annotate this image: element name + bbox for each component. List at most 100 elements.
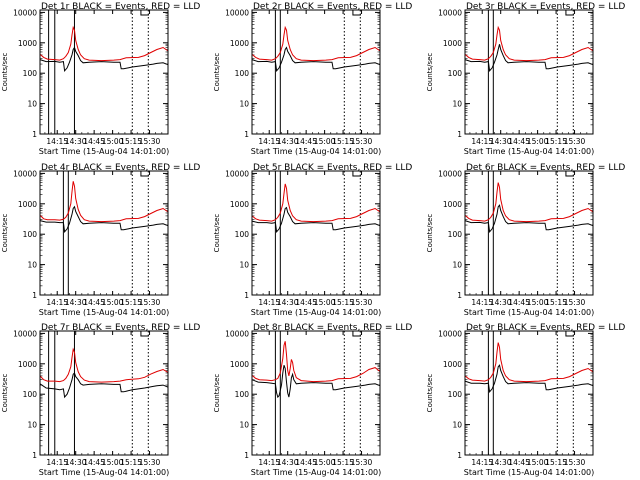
x-tick-label: 15:00 <box>102 298 124 307</box>
panel-title: Det 5r BLACK = Events, RED = LLD <box>253 163 412 173</box>
y-axis-label: Counts/sec <box>1 374 9 413</box>
x-tick-label: 14:15 <box>471 458 493 467</box>
series-line-events <box>464 364 594 393</box>
y-tick-label: 10000 <box>225 329 249 338</box>
y-tick-label: 1 <box>244 291 249 300</box>
panel-det-5: Det 5r BLACK = Events, RED = LLD Counts/s… <box>213 163 412 317</box>
y-tick-label: 100 <box>23 230 38 239</box>
x-tick-label: 14:45 <box>295 137 317 146</box>
x-tick-label: 14:15 <box>258 298 280 307</box>
y-axis-label: Counts/sec <box>426 374 434 413</box>
y-tick-label: 1000 <box>18 39 37 48</box>
panel-det-1: Det 1r BLACK = Events, RED = LLD Counts/s… <box>1 2 200 156</box>
y-tick-label: 10 <box>452 261 462 270</box>
series-line-lld <box>464 182 594 223</box>
x-tick-label: 14:30 <box>277 458 299 467</box>
x-tick-label: 14:30 <box>277 298 299 307</box>
y-tick-label: 10000 <box>438 169 462 178</box>
series-line-lld <box>39 25 169 62</box>
y-axis-label: Counts/sec <box>1 53 9 92</box>
x-tick-label: 14:30 <box>65 137 87 146</box>
plot-frame <box>39 170 169 296</box>
y-tick-label: 10 <box>27 421 37 430</box>
x-axis-label: Start Time (15-Aug-04 14:01:00) <box>251 308 382 317</box>
series-line-lld <box>251 341 381 383</box>
x-tick-label: 15:30 <box>351 137 373 146</box>
time-bracket-marker <box>140 331 149 337</box>
y-tick-label: 1 <box>32 451 37 460</box>
time-bracket-marker <box>565 10 574 16</box>
series-line-lld <box>39 181 169 223</box>
x-tick-label: 15:30 <box>139 137 161 146</box>
plot-frame <box>464 9 594 135</box>
y-axis-label: Counts/sec <box>426 214 434 253</box>
y-tick-label: 10 <box>239 261 249 270</box>
panel-det-9: Det 9r BLACK = Events, RED = LLD Counts/s… <box>426 323 625 477</box>
y-tick-label: 1000 <box>18 200 37 209</box>
x-tick-label: 14:15 <box>258 137 280 146</box>
time-bracket-marker <box>352 171 361 177</box>
x-tick-label: 15:00 <box>527 458 549 467</box>
y-tick-label: 100 <box>23 69 38 78</box>
y-tick-label: 1 <box>244 451 249 460</box>
panel-title: Det 7r BLACK = Events, RED = LLD <box>41 323 200 333</box>
x-tick-label: 14:45 <box>508 458 530 467</box>
x-axis-label: Start Time (15-Aug-04 14:01:00) <box>464 308 595 317</box>
y-tick-label: 10 <box>27 261 37 270</box>
x-tick-label: 14:15 <box>471 137 493 146</box>
x-tick-label: 14:15 <box>46 458 68 467</box>
x-tick-label: 14:15 <box>46 137 68 146</box>
y-tick-label: 1 <box>457 130 462 139</box>
series-line-events <box>251 365 381 399</box>
plot-frame <box>464 170 594 296</box>
x-tick-label: 14:45 <box>508 137 530 146</box>
x-tick-label: 14:45 <box>295 298 317 307</box>
x-tick-label: 14:45 <box>83 298 105 307</box>
y-tick-label: 10 <box>27 100 37 109</box>
y-tick-label: 1000 <box>230 200 249 209</box>
x-tick-label: 15:30 <box>564 137 586 146</box>
y-tick-label: 1000 <box>443 200 462 209</box>
series-line-events <box>39 372 169 399</box>
series-line-events <box>464 44 594 72</box>
y-tick-label: 1 <box>457 451 462 460</box>
panel-title: Det 4r BLACK = Events, RED = LLD <box>41 163 200 173</box>
x-axis-label: Start Time (15-Aug-04 14:01:00) <box>464 468 595 477</box>
y-tick-label: 10000 <box>225 8 249 17</box>
x-tick-label: 14:15 <box>46 298 68 307</box>
y-tick-label: 10 <box>239 100 249 109</box>
y-axis-label: Counts/sec <box>213 214 221 253</box>
x-tick-label: 15:15 <box>545 458 567 467</box>
y-tick-label: 100 <box>448 390 463 399</box>
y-axis-label: Counts/sec <box>426 53 434 92</box>
x-tick-label: 15:15 <box>120 298 142 307</box>
y-tick-label: 1 <box>32 291 37 300</box>
y-tick-label: 10000 <box>13 8 37 17</box>
x-axis-label: Start Time (15-Aug-04 14:01:00) <box>251 147 382 156</box>
x-tick-label: 15:30 <box>351 298 373 307</box>
y-tick-label: 10000 <box>438 329 462 338</box>
y-tick-label: 1 <box>32 130 37 139</box>
panel-det-8: Det 8r BLACK = Events, RED = LLD Counts/s… <box>213 323 412 477</box>
y-tick-label: 10000 <box>13 329 37 338</box>
plot-frame <box>464 330 594 456</box>
time-bracket-marker <box>352 331 361 337</box>
y-axis-label: Counts/sec <box>213 53 221 92</box>
x-tick-label: 15:00 <box>102 137 124 146</box>
panel-title: Det 1r BLACK = Events, RED = LLD <box>41 2 200 12</box>
series-line-lld <box>464 25 594 62</box>
y-tick-label: 1000 <box>443 360 462 369</box>
x-tick-label: 14:30 <box>65 298 87 307</box>
x-tick-label: 14:45 <box>295 458 317 467</box>
series-line-lld <box>39 347 169 383</box>
series-line-lld <box>464 342 594 383</box>
x-tick-label: 15:15 <box>332 137 354 146</box>
x-tick-label: 15:30 <box>139 458 161 467</box>
y-tick-label: 10 <box>452 421 462 430</box>
x-tick-label: 15:30 <box>564 458 586 467</box>
y-tick-label: 100 <box>235 69 250 78</box>
x-tick-label: 14:15 <box>471 298 493 307</box>
y-tick-label: 1000 <box>18 360 37 369</box>
x-tick-label: 14:45 <box>508 298 530 307</box>
